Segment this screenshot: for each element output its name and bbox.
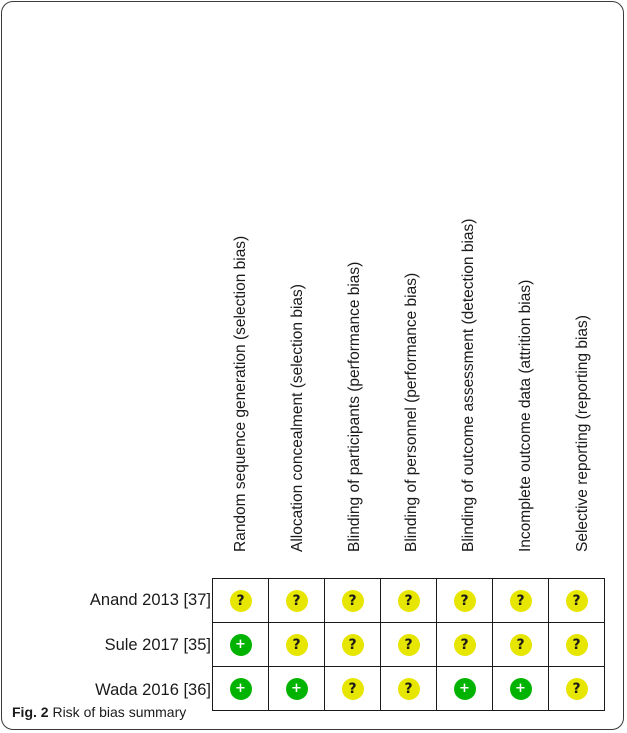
unclear-risk-dot: ? [453, 589, 476, 612]
risk-of-bias-grid: ??????? +?????? + +?? + +? [212, 578, 605, 711]
table-row: + +?? + +? [212, 666, 605, 711]
unclear-risk-dot: ? [341, 633, 364, 656]
table-row: ??????? [212, 578, 605, 623]
low-risk-dot: + [229, 633, 252, 656]
unclear-risk-dot: ? [453, 633, 476, 656]
column-header-label: Blinding of outcome assessment (detectio… [460, 218, 477, 552]
grid-cell: + [268, 666, 325, 711]
column-header-label: Blinding of personnel (performance bias) [403, 272, 420, 552]
grid-cell: + [212, 622, 269, 667]
grid-cell: ? [548, 578, 605, 623]
grid-cell: ? [548, 622, 605, 667]
grid-cell: ? [324, 622, 381, 667]
low-risk-dot: + [229, 677, 252, 700]
grid-cell: + [436, 666, 493, 711]
grid-cell: + [212, 666, 269, 711]
unclear-risk-dot: ? [509, 589, 532, 612]
low-risk-dot: + [453, 677, 476, 700]
grid-cell: ? [324, 578, 381, 623]
grid-cell: ? [380, 666, 437, 711]
grid-cell: ? [436, 578, 493, 623]
column-header-label: Random sequence generation (selection bi… [232, 235, 249, 552]
column-header-label: Allocation concealment (selection bias) [289, 284, 306, 552]
study-label: Anand 2013 [37] [89, 591, 211, 609]
grid-cell: ? [436, 622, 493, 667]
caption-label: Fig. 2 [12, 704, 49, 720]
unclear-risk-dot: ? [285, 633, 308, 656]
unclear-risk-dot: ? [565, 677, 588, 700]
grid-cell: ? [212, 578, 269, 623]
column-header-label: Blinding of participants (performance bi… [346, 261, 363, 552]
figure-caption: Fig. 2 Risk of bias summary [12, 704, 186, 720]
unclear-risk-dot: ? [285, 589, 308, 612]
study-label: Wada 2016 [36] [95, 681, 211, 699]
unclear-risk-dot: ? [565, 589, 588, 612]
unclear-risk-dot: ? [397, 589, 420, 612]
unclear-risk-dot: ? [341, 677, 364, 700]
grid-cell: ? [548, 666, 605, 711]
grid-cell: + [492, 666, 549, 711]
grid-cell: ? [492, 622, 549, 667]
unclear-risk-dot: ? [397, 633, 420, 656]
unclear-risk-dot: ? [341, 589, 364, 612]
low-risk-dot: + [509, 677, 532, 700]
caption-text: Risk of bias summary [48, 704, 187, 720]
low-risk-dot: + [285, 677, 308, 700]
grid-cell: ? [268, 622, 325, 667]
grid-cell: ? [268, 578, 325, 623]
grid-cell: ? [324, 666, 381, 711]
grid-cell: ? [492, 578, 549, 623]
unclear-risk-dot: ? [509, 633, 532, 656]
grid-cell: ? [380, 622, 437, 667]
column-header-label: Selective reporting (reporting bias) [574, 315, 591, 552]
grid-cell: ? [380, 578, 437, 623]
column-header-label: Incomplete outcome data (attrition bias) [517, 279, 534, 552]
unclear-risk-dot: ? [565, 633, 588, 656]
unclear-risk-dot: ? [397, 677, 420, 700]
table-row: +?????? [212, 622, 605, 667]
study-label: Sule 2017 [35] [104, 636, 211, 654]
unclear-risk-dot: ? [229, 589, 252, 612]
